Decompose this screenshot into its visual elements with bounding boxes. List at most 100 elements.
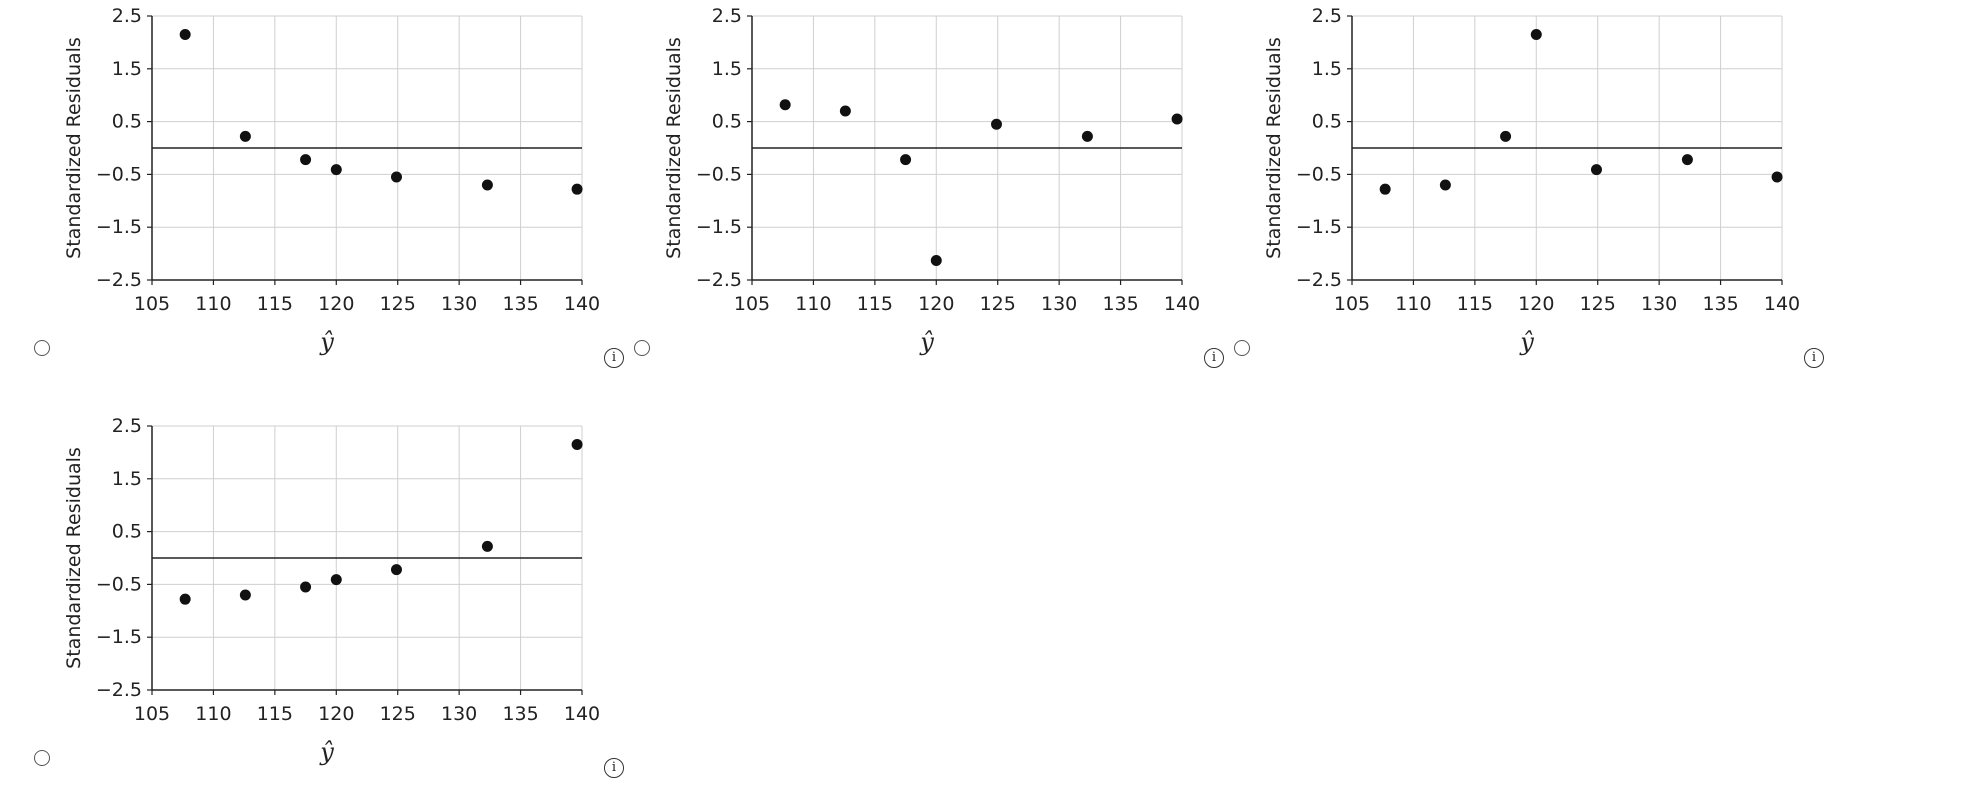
radio-circle-icon[interactable]: [1234, 340, 1250, 356]
data-point: [481, 179, 493, 191]
x-tick-label: 120: [918, 293, 954, 315]
radio-circle-icon[interactable]: [34, 340, 50, 356]
x-tick-label: 105: [134, 293, 170, 315]
data-point: [571, 438, 583, 450]
x-axis-label: ŷ: [319, 328, 334, 356]
data-point: [930, 254, 942, 266]
answer-option-4: 105 110 115 120 125 130 135 140 2.5 1.5 0.5 −0.5 −1.…: [34, 410, 634, 810]
x-tick-label: 140: [564, 703, 600, 725]
info-icon[interactable]: i: [604, 348, 624, 368]
data-point: [1379, 183, 1391, 195]
data-point: [1439, 179, 1451, 191]
data-point: [239, 130, 251, 142]
y-tick-label: 0.5: [112, 521, 142, 543]
x-tick-label: 115: [1457, 293, 1493, 315]
data-point: [1681, 154, 1693, 166]
y-tick-label: −2.5: [96, 269, 142, 291]
x-tick-label: 135: [1702, 293, 1738, 315]
y-tick-label: −0.5: [96, 573, 142, 595]
y-tick-label: 1.5: [1312, 58, 1342, 80]
data-point: [1081, 130, 1093, 142]
y-tick-label: −2.5: [96, 679, 142, 701]
data-point: [1771, 171, 1783, 183]
residual-plot-4: 105 110 115 120 125 130 135 140 2.5 1.5 0.5 −0.5 −1.…: [63, 415, 600, 766]
x-tick-label: 115: [257, 703, 293, 725]
info-icon[interactable]: i: [604, 758, 624, 778]
data-point: [839, 105, 851, 117]
x-tick-label: 110: [1395, 293, 1431, 315]
x-tick-label: 135: [502, 703, 538, 725]
data-point: [330, 574, 342, 586]
info-icon[interactable]: i: [1804, 348, 1824, 368]
data-point: [1500, 130, 1512, 142]
data-point: [179, 593, 191, 605]
x-tick-label: 110: [195, 293, 231, 315]
x-tick-label: 140: [1764, 293, 1800, 315]
x-tick-label: 105: [734, 293, 770, 315]
data-point: [571, 183, 583, 195]
answer-option-2: 105 110 115 120 125 130 135 140 2.5 1.5 0.5 −0.5 −1.…: [634, 0, 1234, 400]
x-tick-label: 115: [857, 293, 893, 315]
y-tick-label: −1.5: [96, 626, 142, 648]
x-tick-label: 120: [318, 703, 354, 725]
data-point: [300, 581, 312, 593]
data-point: [330, 164, 342, 176]
x-axis-label: ŷ: [319, 738, 334, 766]
x-tick-label: 140: [1164, 293, 1200, 315]
data-point: [1530, 28, 1542, 40]
info-icon[interactable]: i: [1204, 348, 1224, 368]
y-tick-label: 2.5: [1312, 5, 1342, 27]
x-tick-label: 110: [195, 703, 231, 725]
x-tick-label: 120: [318, 293, 354, 315]
y-tick-label: 0.5: [112, 111, 142, 133]
x-tick-label: 125: [380, 703, 416, 725]
data-point: [779, 99, 791, 111]
y-tick-label: −2.5: [1296, 269, 1342, 291]
x-tick-label: 140: [564, 293, 600, 315]
y-tick-label: 2.5: [112, 415, 142, 437]
y-tick-label: 1.5: [112, 58, 142, 80]
data-point: [900, 154, 912, 166]
x-tick-label: 125: [980, 293, 1016, 315]
x-axis-label: ŷ: [919, 328, 934, 356]
data-point: [300, 154, 312, 166]
data-point: [179, 28, 191, 40]
residual-plot-2: 105 110 115 120 125 130 135 140 2.5 1.5 0.5 −0.5 −1.…: [663, 5, 1200, 356]
radio-circle-icon[interactable]: [34, 750, 50, 766]
x-tick-label: 130: [441, 293, 477, 315]
y-tick-label: 1.5: [112, 468, 142, 490]
radio-circle-icon[interactable]: [634, 340, 650, 356]
y-tick-label: −2.5: [696, 269, 742, 291]
x-tick-label: 130: [1641, 293, 1677, 315]
x-tick-label: 115: [257, 293, 293, 315]
residual-plot-3: 105 110 115 120 125 130 135 140 2.5 1.5 0.5 −0.5 −1.…: [1263, 5, 1800, 356]
data-point: [1590, 164, 1602, 176]
y-axis-label: Standardized Residuals: [63, 37, 85, 259]
answer-option-3: 105 110 115 120 125 130 135 140 2.5 1.5 0.5 −0.5 −1.…: [1234, 0, 1834, 400]
x-tick-label: 135: [1102, 293, 1138, 315]
x-tick-label: 125: [380, 293, 416, 315]
y-axis-label: Standardized Residuals: [1263, 37, 1285, 259]
x-tick-label: 130: [1041, 293, 1077, 315]
y-tick-label: −1.5: [96, 216, 142, 238]
y-tick-label: 0.5: [712, 111, 742, 133]
data-point: [239, 589, 251, 601]
y-tick-label: −0.5: [96, 163, 142, 185]
data-point: [390, 564, 402, 576]
y-tick-label: −1.5: [696, 216, 742, 238]
data-point: [1171, 113, 1183, 125]
data-point: [390, 171, 402, 183]
y-tick-label: 1.5: [712, 58, 742, 80]
y-tick-label: 2.5: [112, 5, 142, 27]
x-tick-label: 120: [1518, 293, 1554, 315]
answer-option-1: 105 110 115 120 125 130 135 140 2.5 1.5 0.5 −0.5 −1.…: [34, 0, 634, 400]
x-axis-label: ŷ: [1519, 328, 1534, 356]
y-tick-label: −1.5: [1296, 216, 1342, 238]
data-point: [990, 118, 1002, 130]
y-tick-label: −0.5: [1296, 163, 1342, 185]
x-tick-label: 105: [1334, 293, 1370, 315]
x-tick-label: 130: [441, 703, 477, 725]
y-axis-label: Standardized Residuals: [663, 37, 685, 259]
y-tick-label: −0.5: [696, 163, 742, 185]
y-axis-label: Standardized Residuals: [63, 447, 85, 669]
